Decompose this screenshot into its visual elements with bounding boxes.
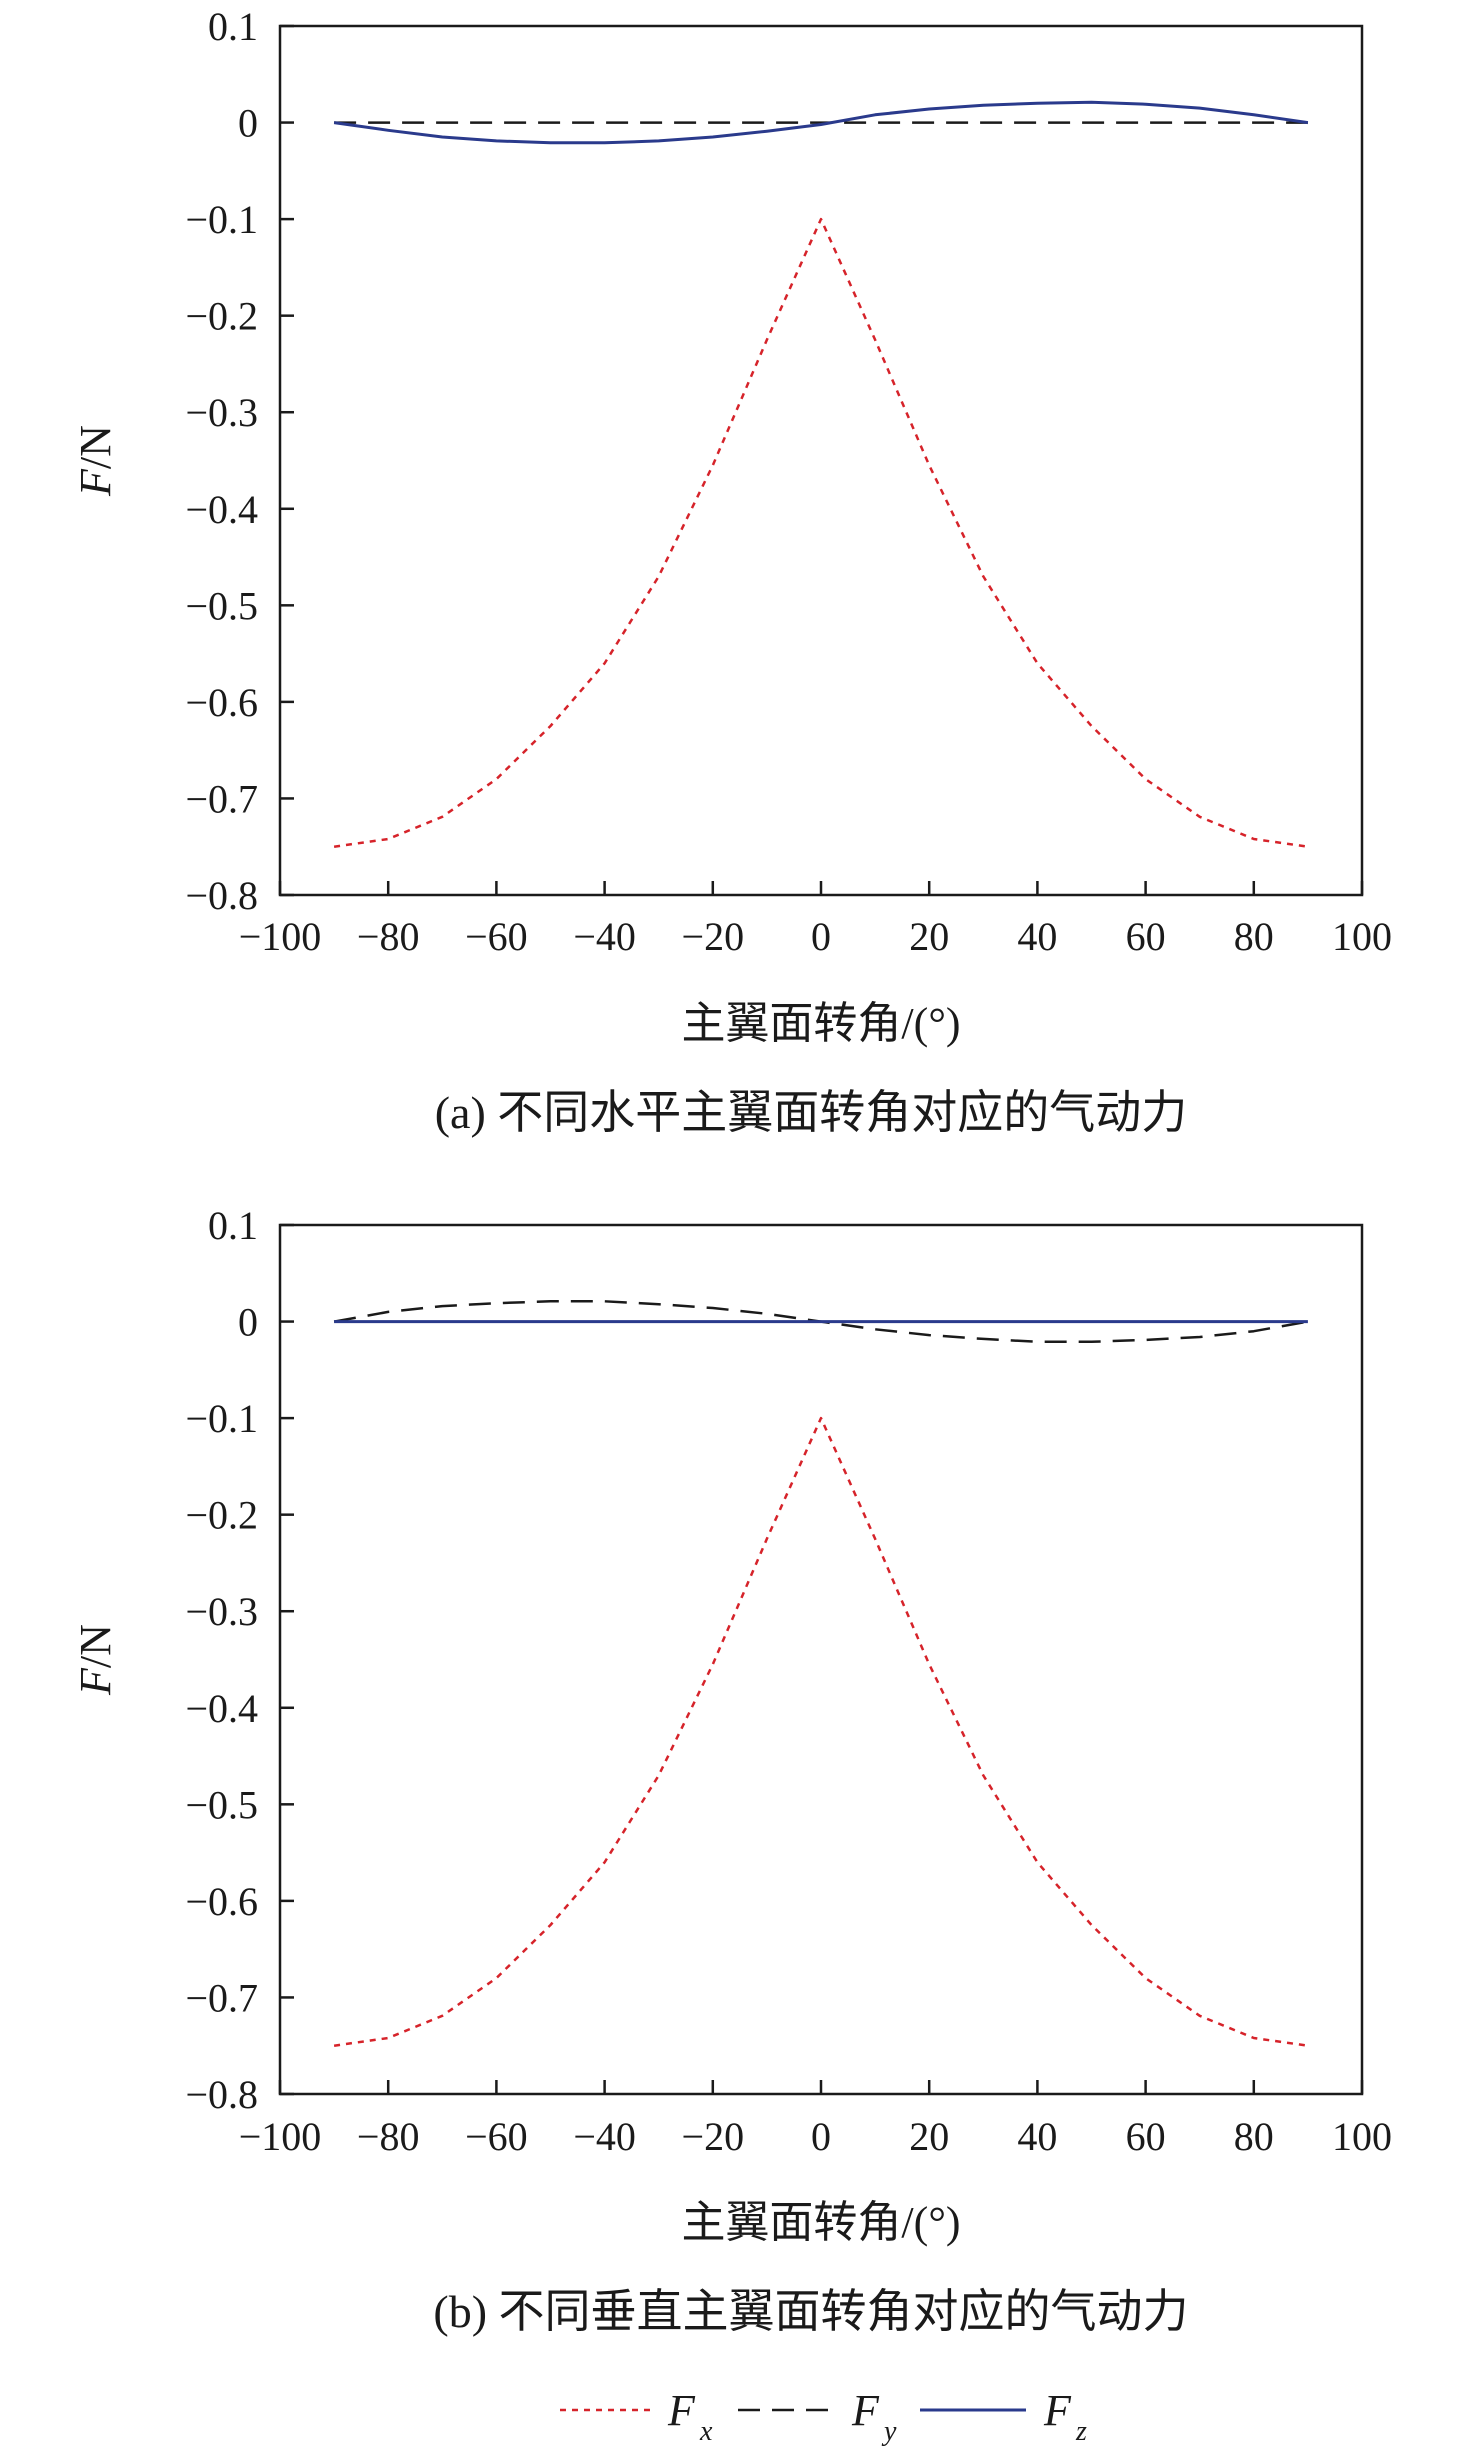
x-tick-label: −40: [573, 2114, 636, 2159]
legend-label-subscript: x: [699, 2416, 713, 2447]
legend-label-subscript: z: [1075, 2416, 1087, 2447]
x-tick-label: 20: [909, 914, 949, 959]
plot-frame: [278, 24, 1364, 897]
x-tick-label: 60: [1126, 914, 1166, 959]
chart-panels: −100 −80 −60 −40 −20 0 20 40 60 80 100 0.1 0 −0.1 −0.2…: [71, 4, 1392, 2337]
x-tick-label: 40: [1017, 914, 1057, 959]
y-tick-label: −0.2: [185, 294, 258, 339]
y-tick-label: 0: [238, 101, 258, 146]
y-tick-label: −0.8: [185, 873, 258, 918]
y-tick-label: 0: [238, 1300, 258, 1345]
y-axis-label-unit: /N: [71, 1624, 120, 1668]
legend-label-fz: F: [1043, 2386, 1072, 2435]
series-line-fz: [333, 100, 1309, 145]
y-tick-label: −0.4: [185, 1686, 258, 1731]
x-tick-label: 0: [811, 2114, 831, 2159]
y-tick-label: −0.8: [185, 2072, 258, 2117]
y-tick-label: −0.7: [185, 1975, 258, 2020]
y-tick-label: −0.1: [185, 1396, 258, 1441]
y-axis-label: F/N: [71, 425, 120, 497]
x-tick-label: −100: [239, 914, 322, 959]
legend-label-fy: F: [851, 2386, 880, 2435]
x-tick-label: 100: [1332, 914, 1392, 959]
y-axis-label-symbol: F: [71, 468, 120, 497]
x-tick-label: −20: [682, 2114, 745, 2159]
panel-caption: (a) 不同水平主翼面转角对应的气动力: [435, 1087, 1188, 1138]
y-tick-label: −0.3: [185, 1589, 258, 1634]
x-tick-label: −40: [573, 914, 636, 959]
y-tick-label: −0.6: [185, 680, 258, 725]
x-tick-label: 80: [1234, 914, 1274, 959]
x-tick-label: 40: [1017, 2114, 1057, 2159]
y-axis-label: F/N: [71, 1624, 120, 1696]
x-axis-label: 主翼面转角/(°): [681, 999, 960, 1048]
x-tick-label: 80: [1234, 2114, 1274, 2159]
y-tick-label: −0.1: [185, 197, 258, 242]
y-tick-label: −0.6: [185, 1879, 258, 1924]
x-tick-label: −60: [465, 2114, 528, 2159]
y-tick-label: −0.7: [185, 776, 258, 821]
x-axis-label: 主翼面转角/(°): [681, 2198, 960, 2247]
series-line-fx: [333, 1416, 1309, 2047]
y-tick-label: −0.2: [185, 1493, 258, 1538]
legend-label-fx: F: [667, 2386, 696, 2435]
x-tick-label: −60: [465, 914, 528, 959]
y-tick-label: −0.4: [185, 487, 258, 532]
y-tick-label: −0.5: [185, 583, 258, 628]
series-line-fx: [333, 217, 1309, 848]
x-tick-label: −80: [357, 914, 420, 959]
y-axis-label-symbol: F: [71, 1667, 120, 1696]
chart-panel-b: −100 −80 −60 −40 −20 0 20 40 60 80 100 0.1 0 −0.1 −0.2…: [71, 1203, 1392, 2337]
x-tick-label: −80: [357, 2114, 420, 2159]
y-axis-label-unit: /N: [71, 425, 120, 469]
y-tick-label: 0.1: [208, 4, 258, 49]
x-tick-label: −20: [682, 914, 745, 959]
x-tick-label: −100: [239, 2114, 322, 2159]
y-tick-label: 0.1: [208, 1203, 258, 1248]
y-tick-label: −0.3: [185, 390, 258, 435]
y-tick-label: −0.5: [185, 1782, 258, 1827]
plot-frame: [278, 1223, 1364, 2096]
x-tick-label: 60: [1126, 2114, 1166, 2159]
x-tick-label: 20: [909, 2114, 949, 2159]
chart-panel-a: −100 −80 −60 −40 −20 0 20 40 60 80 100 0.1 0 −0.1 −0.2…: [71, 4, 1392, 1138]
panel-caption: (b) 不同垂直主翼面转角对应的气动力: [433, 2286, 1188, 2337]
legend-label-subscript: y: [881, 2416, 897, 2447]
x-tick-label: 100: [1332, 2114, 1392, 2159]
x-tick-label: 0: [811, 914, 831, 959]
